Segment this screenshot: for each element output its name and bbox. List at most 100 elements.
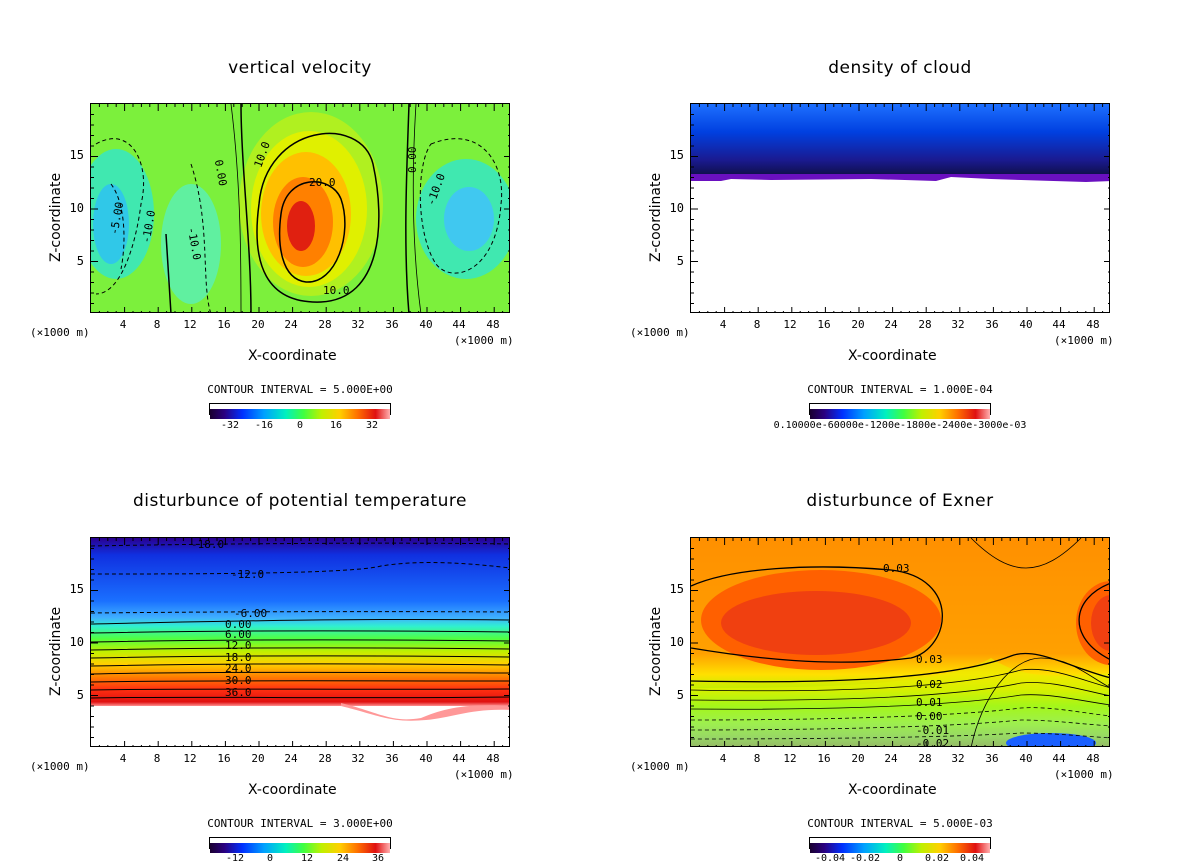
vv-contour-label: -10.0	[140, 209, 159, 244]
chart-title: disturbunce of Exner	[806, 491, 994, 511]
colorbar-tick: -16	[254, 420, 274, 431]
exner-contour-label: 0.00	[916, 710, 943, 723]
exner-low	[1006, 733, 1096, 746]
x-tick: 24	[284, 752, 298, 765]
colorbar-tick: 12	[300, 853, 314, 864]
y-tick: 10	[669, 635, 684, 649]
y-axis-label: Z-coordinate	[48, 172, 64, 262]
pt-contour-label: -18.0	[191, 538, 224, 551]
x-tick: 32	[351, 752, 365, 765]
x-unit: (×1000 m)	[454, 768, 514, 781]
x-unit: (×1000 m)	[1054, 768, 1114, 781]
vv-contour-label: 0.00	[212, 159, 229, 187]
y-tick: 15	[69, 148, 84, 162]
pt-contour-label: -12.0	[231, 568, 264, 581]
colorbar-tick: -32	[220, 420, 240, 431]
pt-contour-label: 6.00	[225, 628, 252, 641]
vv-contour-label: 20.0	[309, 176, 336, 189]
x-tick: 12	[783, 752, 797, 765]
pt-field: -18.0 -12.0 -6.00 0.00 6.00 12.0 18.0 24…	[91, 538, 509, 746]
contour-plot: 0.00 10.0 20.0 10.0 0.00 -10.0 -10.0 -5.…	[90, 103, 510, 313]
y-tick: 5	[76, 688, 84, 702]
y-tick: 15	[69, 582, 84, 596]
pt-warm-bulge	[341, 703, 509, 721]
vv-field: 0.00 10.0 20.0 10.0 0.00 -10.0 -10.0 -5.…	[91, 104, 509, 312]
x-tick: 8	[753, 752, 761, 765]
x-axis-label: X-coordinate	[248, 782, 337, 798]
colorbar-tick: 0.02	[924, 853, 950, 864]
y-tick: 5	[676, 688, 684, 702]
panel-potential-temperature: disturbunce of potential temperature	[0, 434, 600, 868]
x-tick: 24	[284, 318, 298, 331]
contour-plot: 0.03 0.03 0.02 0.01 0.00 -0.01 -0.02	[690, 537, 1110, 747]
x-tick: 24	[884, 318, 898, 331]
x-tick: 28	[918, 752, 932, 765]
exner-col-dip	[691, 658, 1109, 746]
pt-contour-label: -6.00	[234, 607, 267, 620]
vv-contour-label: -5.00	[108, 201, 127, 236]
x-tick: 20	[851, 752, 865, 765]
contour-interval: CONTOUR INTERVAL = 5.000E+00	[207, 383, 393, 396]
x-tick: 48	[1086, 318, 1100, 331]
y-axis-label: Z-coordinate	[648, 606, 664, 696]
colorbar-tick: 0	[896, 853, 904, 864]
x-tick: 32	[951, 752, 965, 765]
chart-title: disturbunce of potential temperature	[132, 491, 468, 511]
contour-interval: CONTOUR INTERVAL = 3.000E+00	[207, 817, 393, 830]
x-tick: 36	[385, 752, 399, 765]
contour-plot: -18.0 -12.0 -6.00 0.00 6.00 12.0 18.0 24…	[90, 537, 510, 747]
pt-contour-label: 36.0	[225, 686, 252, 699]
x-tick: 40	[419, 752, 433, 765]
x-tick: 4	[719, 318, 727, 331]
pt-contour-label: 24.0	[225, 662, 252, 675]
pt-contour-label: 18.0	[225, 651, 252, 664]
x-axis-label: X-coordinate	[848, 348, 937, 364]
chart-title: density of cloud	[828, 58, 972, 78]
x-tick: 20	[851, 318, 865, 331]
vv-contour-label: -10.0	[185, 226, 204, 261]
x-tick: 28	[318, 318, 332, 331]
x-tick: 44	[1052, 318, 1066, 331]
x-tick: 40	[1019, 318, 1033, 331]
colorbar-tick: 0.04	[959, 853, 985, 864]
exner-contour-label: 0.03	[883, 562, 910, 575]
panel-exner: disturbunce of Exner	[600, 434, 1200, 868]
x-tick: 24	[884, 752, 898, 765]
y-tick: 15	[669, 582, 684, 596]
x-axis-label: X-coordinate	[248, 348, 337, 364]
colorbar-tick: 32	[365, 420, 379, 431]
x-tick: 36	[985, 752, 999, 765]
exner-field: 0.03 0.03 0.02 0.01 0.00 -0.01 -0.02	[691, 538, 1109, 747]
z-unit: (×1000 m)	[630, 326, 690, 339]
x-tick: 20	[251, 318, 265, 331]
y-tick: 5	[76, 254, 84, 268]
vv-negative-right-core	[444, 187, 494, 251]
colorbar-tick: -12	[225, 853, 245, 864]
colorbar-tick: -0.02	[849, 853, 881, 864]
vv-contour-label: 10.0	[323, 284, 350, 297]
x-tick: 8	[153, 752, 161, 765]
exner-high-right-core	[1091, 595, 1109, 651]
colorbar	[209, 403, 391, 419]
y-tick: 10	[669, 201, 684, 215]
colorbar-tick: 0	[296, 420, 304, 431]
x-tick: 36	[385, 318, 399, 331]
vv-contour-label: 0.00	[406, 147, 419, 174]
x-tick: 32	[351, 318, 365, 331]
x-tick: 4	[719, 752, 727, 765]
vv-updraft-core	[287, 201, 315, 251]
colorbar-tick: -0.04	[814, 853, 846, 864]
exner-contour-label: -0.02	[916, 737, 949, 747]
colorbar	[809, 837, 991, 853]
contour-interval: CONTOUR INTERVAL = 1.000E-04	[807, 383, 993, 396]
x-tick: 40	[419, 318, 433, 331]
y-axis-label: Z-coordinate	[48, 606, 64, 696]
pt-contour-label: 30.0	[225, 674, 252, 687]
exner-contour-label: 0.03	[916, 653, 943, 666]
x-tick: 12	[183, 752, 197, 765]
pt-contour-label: 12.0	[225, 639, 252, 652]
colorbar-tick: 36	[371, 853, 385, 864]
y-tick: 5	[676, 254, 684, 268]
x-tick: 44	[452, 752, 466, 765]
x-tick: 8	[753, 318, 761, 331]
